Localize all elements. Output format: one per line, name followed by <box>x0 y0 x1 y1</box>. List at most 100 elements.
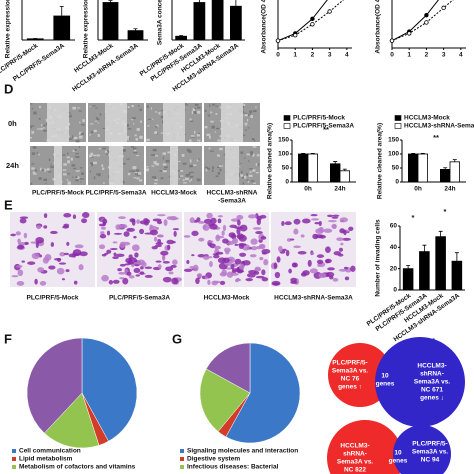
cell <box>172 228 180 231</box>
texture <box>162 152 167 155</box>
venn-label: Sema3A vs. <box>414 379 450 386</box>
texture <box>139 108 142 111</box>
cell <box>209 223 218 230</box>
texture <box>151 165 155 167</box>
texture <box>123 148 126 152</box>
texture <box>218 164 221 167</box>
cell <box>152 218 162 222</box>
texture <box>247 127 250 129</box>
cell <box>167 244 171 250</box>
texture <box>249 171 252 174</box>
cell <box>171 277 179 285</box>
legend-swatch <box>180 465 184 469</box>
texture <box>189 159 192 161</box>
cell <box>16 265 23 268</box>
texture <box>254 138 256 142</box>
texture <box>137 105 140 107</box>
cell <box>139 271 145 275</box>
cell <box>293 245 301 249</box>
point <box>424 20 429 25</box>
cell <box>222 224 227 232</box>
texture <box>136 155 139 157</box>
cell <box>258 244 265 249</box>
cell <box>263 259 269 266</box>
cell <box>293 228 299 235</box>
cell <box>239 252 247 257</box>
texture <box>93 161 97 165</box>
cell <box>207 240 214 243</box>
cell <box>73 280 78 285</box>
cell <box>307 259 312 267</box>
cell <box>66 241 70 246</box>
cell <box>261 277 269 282</box>
texture <box>187 149 191 152</box>
cell <box>19 218 27 224</box>
cell <box>234 243 239 246</box>
error-bar <box>452 159 457 162</box>
cell <box>149 229 158 236</box>
cell <box>212 280 221 284</box>
cell <box>325 246 331 253</box>
texture <box>198 139 201 142</box>
texture <box>102 147 106 150</box>
cell <box>278 245 283 253</box>
x-tick-label: 0h <box>414 186 422 193</box>
cell <box>207 279 211 285</box>
texture <box>67 152 69 155</box>
scratch <box>105 103 127 142</box>
cell <box>101 253 107 257</box>
cell <box>310 214 318 217</box>
texture <box>246 173 248 177</box>
error-bar <box>406 265 411 269</box>
cell <box>230 272 239 276</box>
texture <box>193 164 197 166</box>
cell <box>348 226 354 231</box>
cell <box>222 238 229 244</box>
cell <box>183 235 191 238</box>
cell <box>331 216 339 219</box>
cell <box>183 268 193 272</box>
texture <box>196 178 201 182</box>
texture <box>81 123 85 126</box>
cell <box>82 211 90 219</box>
cell <box>119 263 126 267</box>
error-bar <box>411 153 416 154</box>
error-bar <box>342 168 347 171</box>
texture <box>211 169 214 172</box>
error-bar <box>235 0 237 7</box>
bar <box>175 35 187 41</box>
texture <box>244 129 248 131</box>
texture <box>50 165 54 168</box>
cell <box>273 262 278 269</box>
cell <box>261 269 266 276</box>
legend-swatch <box>394 123 402 129</box>
panel-letter: E <box>4 197 13 212</box>
cell <box>250 246 258 251</box>
texture <box>133 177 137 179</box>
texture <box>75 170 80 172</box>
cell <box>162 260 170 264</box>
texture <box>246 179 249 182</box>
cell <box>215 235 225 239</box>
texture <box>31 131 35 134</box>
texture <box>41 123 43 127</box>
cell <box>43 225 48 229</box>
texture <box>185 173 190 177</box>
texture <box>214 131 217 133</box>
texture <box>78 132 81 135</box>
bar <box>449 161 461 183</box>
bar <box>407 153 419 183</box>
venn-label: 10 <box>394 450 402 457</box>
cell <box>204 218 213 224</box>
bar <box>26 38 44 41</box>
texture <box>189 164 193 168</box>
cell <box>109 247 118 251</box>
cell <box>328 219 337 223</box>
texture <box>161 115 165 118</box>
cell <box>172 259 178 265</box>
venn-label: HCCLM3- <box>417 363 446 370</box>
bar <box>211 0 224 41</box>
texture <box>159 170 162 172</box>
cell <box>153 236 158 242</box>
point <box>424 12 429 18</box>
